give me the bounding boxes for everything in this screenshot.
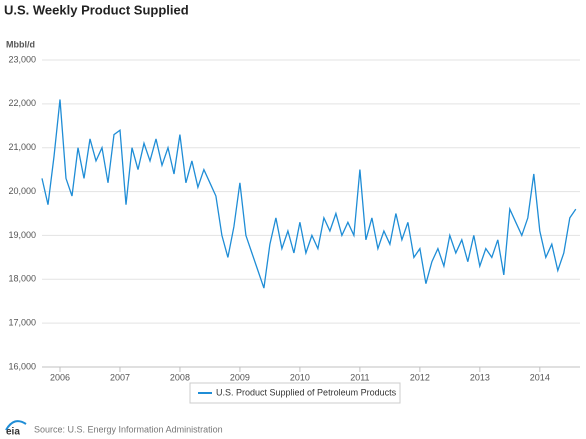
y-tick-label: 21,000 bbox=[8, 142, 36, 152]
x-tick-label: 2012 bbox=[410, 372, 430, 382]
x-tick-label: 2014 bbox=[530, 372, 550, 382]
data-line bbox=[41, 99, 577, 289]
y-tick-label: 23,000 bbox=[8, 54, 36, 64]
x-tick-label: 2007 bbox=[110, 372, 130, 382]
x-tick-label: 2008 bbox=[170, 372, 190, 382]
x-tick-label: 2013 bbox=[470, 372, 490, 382]
y-tick-label: 18,000 bbox=[8, 274, 36, 284]
y-tick-label: 19,000 bbox=[8, 230, 36, 240]
y-tick-label: 16,000 bbox=[8, 361, 36, 371]
y-tick-label: 22,000 bbox=[8, 98, 36, 108]
legend-label: U.S. Product Supplied of Petroleum Produ… bbox=[216, 387, 397, 397]
y-axis-label: Mbbl/d bbox=[6, 39, 35, 49]
chart-title: U.S. Weekly Product Supplied bbox=[4, 2, 189, 17]
y-tick-label: 17,000 bbox=[8, 318, 36, 328]
logo-arc bbox=[5, 420, 27, 431]
x-tick-label: 2011 bbox=[350, 372, 369, 382]
legend-box bbox=[189, 382, 401, 404]
source: Source: U.S. Energy Information Administ… bbox=[34, 424, 223, 434]
x-tick-label: 2010 bbox=[290, 372, 310, 382]
x-tick-label: 2006 bbox=[50, 372, 70, 382]
logo: eia bbox=[6, 427, 20, 438]
x-tick-label: 2009 bbox=[230, 372, 250, 382]
y-tick-label: 20,000 bbox=[8, 186, 36, 196]
